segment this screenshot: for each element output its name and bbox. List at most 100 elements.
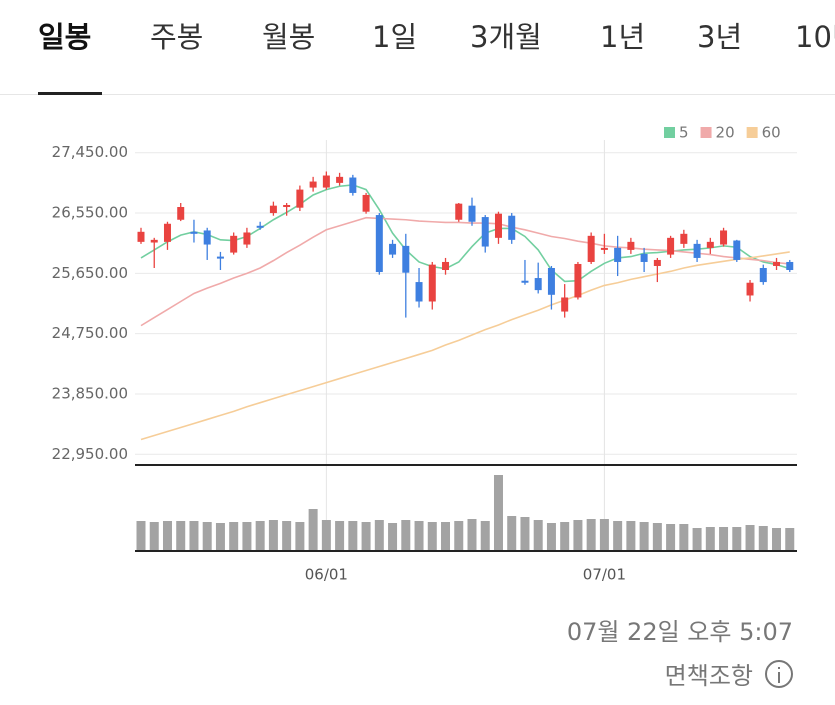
volume-bar — [613, 521, 623, 550]
volume-bar — [229, 522, 239, 550]
volume-bar — [374, 520, 384, 550]
volume-bar — [215, 523, 225, 550]
candle-body — [322, 175, 330, 188]
candle-body — [720, 230, 728, 245]
volume-bar — [546, 523, 556, 550]
volume-bar — [719, 527, 729, 550]
candle-body — [375, 215, 383, 273]
volume-bar — [520, 517, 530, 550]
candle-body — [667, 237, 675, 255]
volume-bar — [560, 522, 570, 550]
x-tick-label: 06/01 — [305, 566, 348, 584]
candle-body — [521, 280, 529, 283]
volume-bar — [626, 521, 636, 550]
volume-bar — [772, 528, 782, 550]
candle-body — [733, 240, 741, 260]
volume-bar — [162, 521, 172, 550]
selected-tab-indicator — [38, 92, 102, 95]
tab-divider — [0, 94, 835, 95]
volume-bar — [666, 524, 676, 550]
candle-body — [243, 232, 251, 245]
volume-bar — [586, 519, 596, 550]
candle-body — [614, 247, 622, 262]
tab[interactable]: 1년 — [600, 20, 646, 54]
volume-bar — [321, 520, 331, 550]
volume-bar — [692, 528, 702, 550]
candle-body — [389, 243, 397, 255]
disclaimer-row[interactable]: 면책조항 — [665, 656, 793, 691]
volume-bar — [176, 521, 186, 550]
timestamp: 07월 22일 오후 5:07 — [566, 618, 793, 646]
volume-bar — [745, 525, 755, 550]
y-tick-label: 25,650.00 — [52, 264, 128, 282]
candle-body — [494, 213, 502, 238]
candle-body — [309, 181, 317, 188]
volume-bar — [454, 521, 464, 550]
volume-bar — [361, 522, 371, 550]
volume-bar — [388, 523, 398, 550]
candle-body — [203, 230, 211, 245]
volume-bar — [599, 519, 609, 550]
volume-bar — [533, 520, 543, 550]
volume-bar — [705, 527, 715, 550]
volume-bar — [255, 521, 265, 550]
candle-body — [269, 205, 277, 214]
info-icon[interactable] — [765, 659, 793, 688]
volume-bar — [282, 521, 292, 550]
candle-body — [481, 217, 489, 247]
volume-bar — [414, 521, 424, 550]
candle-body — [759, 267, 767, 283]
candle-body — [349, 177, 357, 193]
y-tick-label: 26,550.00 — [52, 204, 128, 222]
volume-bar — [427, 522, 437, 550]
y-tick-label: 23,850.00 — [52, 384, 128, 402]
candle-body — [693, 243, 701, 258]
candle-body — [230, 235, 238, 253]
legend-label: 20 — [716, 124, 735, 142]
candle-body — [402, 245, 410, 273]
candle-body — [508, 215, 516, 240]
tab[interactable]: 10년 — [795, 20, 835, 54]
candle-body — [600, 247, 608, 250]
volume-bar — [308, 509, 318, 550]
candle-body — [574, 263, 582, 298]
candle-body — [680, 233, 688, 244]
y-tick-label: 22,950.00 — [52, 445, 128, 463]
candle-body — [336, 176, 344, 183]
legend-swatch — [700, 127, 712, 138]
volume-bar — [401, 520, 411, 550]
candle-body — [455, 203, 463, 220]
tab[interactable]: 일봉 — [38, 20, 92, 54]
tab[interactable]: 3년 — [697, 20, 743, 54]
volume-bar — [507, 516, 517, 550]
volume-bar — [149, 522, 159, 550]
candle-body — [150, 239, 158, 243]
volume-bar — [348, 521, 358, 550]
candle-body — [640, 253, 648, 262]
volume-bar — [189, 521, 199, 550]
candle-body — [587, 235, 595, 262]
candle-body — [415, 282, 423, 302]
tab[interactable]: 월봉 — [262, 20, 316, 54]
volume-bar — [732, 527, 742, 550]
legend-label: 5 — [679, 124, 689, 142]
tab[interactable]: 3개월 — [470, 20, 542, 54]
volume-bar — [573, 520, 583, 550]
legend-swatch — [664, 127, 675, 138]
disclaimer[interactable]: 면책조항 — [664, 662, 753, 690]
candle-body — [296, 189, 304, 208]
ma-line — [140, 251, 790, 441]
volume-bar — [785, 528, 795, 550]
volume-bar — [202, 522, 212, 550]
volume-bar — [679, 524, 689, 550]
tab[interactable]: 주봉 — [150, 20, 204, 54]
candle-body — [706, 241, 714, 248]
volume-bar — [639, 522, 649, 550]
candle-body — [653, 259, 661, 266]
volume-bar — [136, 521, 146, 550]
volume-bar — [493, 475, 503, 550]
volume-bar — [652, 523, 662, 550]
candle-body — [216, 256, 224, 259]
tab[interactable]: 1일 — [372, 20, 418, 54]
